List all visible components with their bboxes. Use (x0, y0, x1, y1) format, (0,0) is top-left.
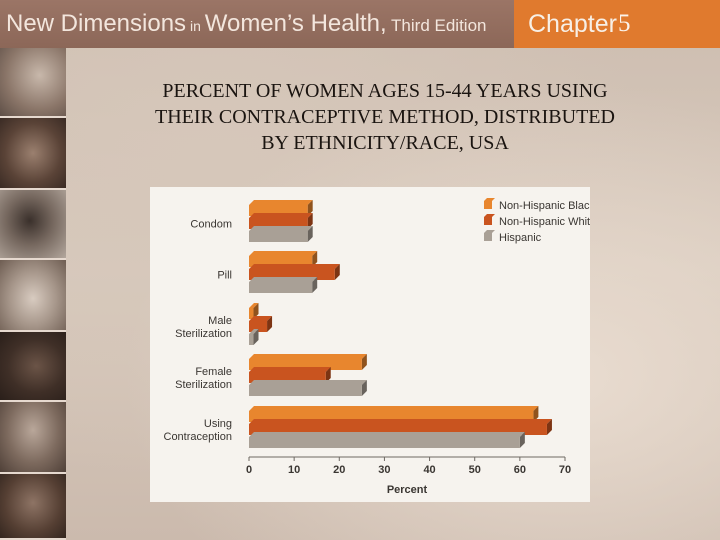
bar-condom-non-hispanic-white (249, 218, 308, 229)
legend-swatch-top-hispanic (484, 230, 495, 233)
bar-pill-non-hispanic-black-side (312, 251, 318, 267)
bar-condom-non-hispanic-white-side (307, 213, 313, 229)
chart-panel: Condom Pill Male Sterilization Female Sterili… (150, 187, 596, 502)
photo-strip (0, 48, 66, 540)
bar-female-sterilization-non-hispanic-white-top (249, 367, 331, 372)
portrait-photo-4 (0, 260, 66, 332)
legend-swatch-top-non-hispanic-black (484, 198, 495, 201)
x-tick-label-40: 40 (423, 464, 435, 476)
bar-condom-hispanic (249, 231, 308, 242)
bar-pill-hispanic (249, 282, 313, 293)
slide-title: PERCENT OF WOMEN AGES 15-44 YEARS USING … (80, 78, 690, 156)
portrait-photo-6 (0, 402, 66, 474)
bar-using-contraception-non-hispanic-black-side (533, 406, 539, 422)
bar-using-contraception-non-hispanic-black-top (249, 406, 539, 411)
portrait-photo-3 (0, 190, 66, 260)
legend-swatch-non-hispanic-white (484, 217, 492, 225)
bar-using-contraception-hispanic-top (249, 432, 525, 437)
bar-male-sterilization-non-hispanic-black-top (249, 303, 259, 308)
bar-chart: Condom Pill Male Sterilization Female Sterili… (164, 198, 596, 496)
bar-pill-non-hispanic-black-top (249, 251, 318, 256)
book-title-part-2: Women’s Health, (204, 10, 387, 37)
x-tick-label-0: 0 (246, 464, 252, 476)
bar-female-sterilization-non-hispanic-black (249, 359, 362, 370)
category-label-using-contraception: Using Contraception (164, 418, 233, 443)
legend-label-non-hispanic-black: Non-Hispanic Black (499, 200, 590, 212)
bar-male-sterilization-non-hispanic-black-side (253, 303, 259, 319)
category-label-female-sterilization: Female Sterilization (175, 366, 232, 391)
bar-condom-non-hispanic-black-side (307, 200, 313, 216)
bar-using-contraception-non-hispanic-black (249, 411, 534, 422)
category-label-condom: Condom (190, 219, 232, 231)
bar-female-sterilization-non-hispanic-black-top (249, 354, 367, 359)
bar-condom-non-hispanic-black (249, 205, 308, 216)
bar-using-contraception-hispanic-side (519, 432, 525, 448)
legend-swatch-non-hispanic-black (484, 201, 492, 209)
bar-male-sterilization-non-hispanic-white-top (249, 316, 273, 321)
bar-pill-non-hispanic-white-side (334, 264, 340, 280)
bar-female-sterilization-hispanic-side (361, 380, 367, 396)
legend-label-non-hispanic-white: Non-Hispanic White (499, 216, 590, 228)
bar-pill-non-hispanic-white-top (249, 264, 340, 269)
book-title-part-1: New Dimensions (6, 10, 187, 37)
bar-male-sterilization-hispanic-side (253, 329, 259, 345)
legend-swatch-hispanic (484, 233, 492, 241)
category-label-male-sterilization: Male Sterilization (175, 315, 232, 340)
portrait-photo-1 (0, 48, 66, 118)
bar-condom-hispanic-side (307, 226, 313, 242)
slide-title-line-3: BY ETHNICITY/RACE, USA (261, 132, 509, 154)
book-title: New Dimensions in Women’s Health, Third … (6, 6, 486, 42)
book-title-connector: in (186, 18, 205, 34)
x-tick-label-30: 30 (378, 464, 390, 476)
bar-female-sterilization-non-hispanic-white-side (325, 367, 331, 383)
portrait-photo-2 (0, 118, 66, 190)
chapter-box: Chapter 5 (514, 0, 720, 48)
bar-using-contraception-non-hispanic-white-top (249, 419, 552, 424)
x-tick-label-50: 50 (469, 464, 481, 476)
bar-condom-non-hispanic-black-top (249, 200, 313, 205)
book-edition: Third Edition (386, 16, 487, 35)
bar-male-sterilization-non-hispanic-white-side (267, 316, 273, 332)
bar-using-contraception-non-hispanic-white-side (546, 419, 552, 435)
portrait-photo-5 (0, 332, 66, 402)
bar-pill-non-hispanic-white (249, 269, 335, 280)
bar-male-sterilization-hispanic-top (249, 329, 259, 334)
slide-title-line-2: THEIR CONTRACEPTIVE METHOD, DISTRIBUTED (155, 106, 615, 128)
bar-pill-non-hispanic-black (249, 256, 313, 267)
bar-female-sterilization-non-hispanic-black-side (361, 354, 367, 370)
bar-using-contraception-non-hispanic-white (249, 424, 547, 435)
legend-label-hispanic: Hispanic (499, 232, 542, 244)
header-bar: New Dimensions in Women’s Health, Third … (0, 0, 720, 48)
category-label-pill: Pill (217, 270, 232, 282)
bar-pill-hispanic-side (312, 277, 318, 293)
bar-female-sterilization-non-hispanic-white (249, 372, 326, 383)
bar-male-sterilization-hispanic (249, 334, 254, 345)
x-tick-label-60: 60 (514, 464, 526, 476)
bar-using-contraception-hispanic (249, 437, 520, 448)
bar-condom-non-hispanic-white-top (249, 213, 313, 218)
legend-swatch-top-non-hispanic-white (484, 214, 495, 217)
x-tick-label-20: 20 (333, 464, 345, 476)
chapter-number: 5 (618, 10, 631, 37)
portrait-photo-7 (0, 474, 66, 540)
bar-male-sterilization-non-hispanic-white (249, 321, 268, 332)
x-tick-label-10: 10 (288, 464, 300, 476)
chapter-label: Chapter (528, 10, 617, 38)
x-tick-label-70: 70 (559, 464, 571, 476)
bar-male-sterilization-non-hispanic-black (249, 308, 254, 319)
bar-condom-hispanic-top (249, 226, 313, 231)
bar-pill-hispanic-top (249, 277, 318, 282)
bar-female-sterilization-hispanic (249, 385, 362, 396)
x-axis-label: Percent (387, 484, 428, 496)
bar-female-sterilization-hispanic-top (249, 380, 367, 385)
slide-title-line-1: PERCENT OF WOMEN AGES 15-44 YEARS USING (162, 80, 608, 102)
